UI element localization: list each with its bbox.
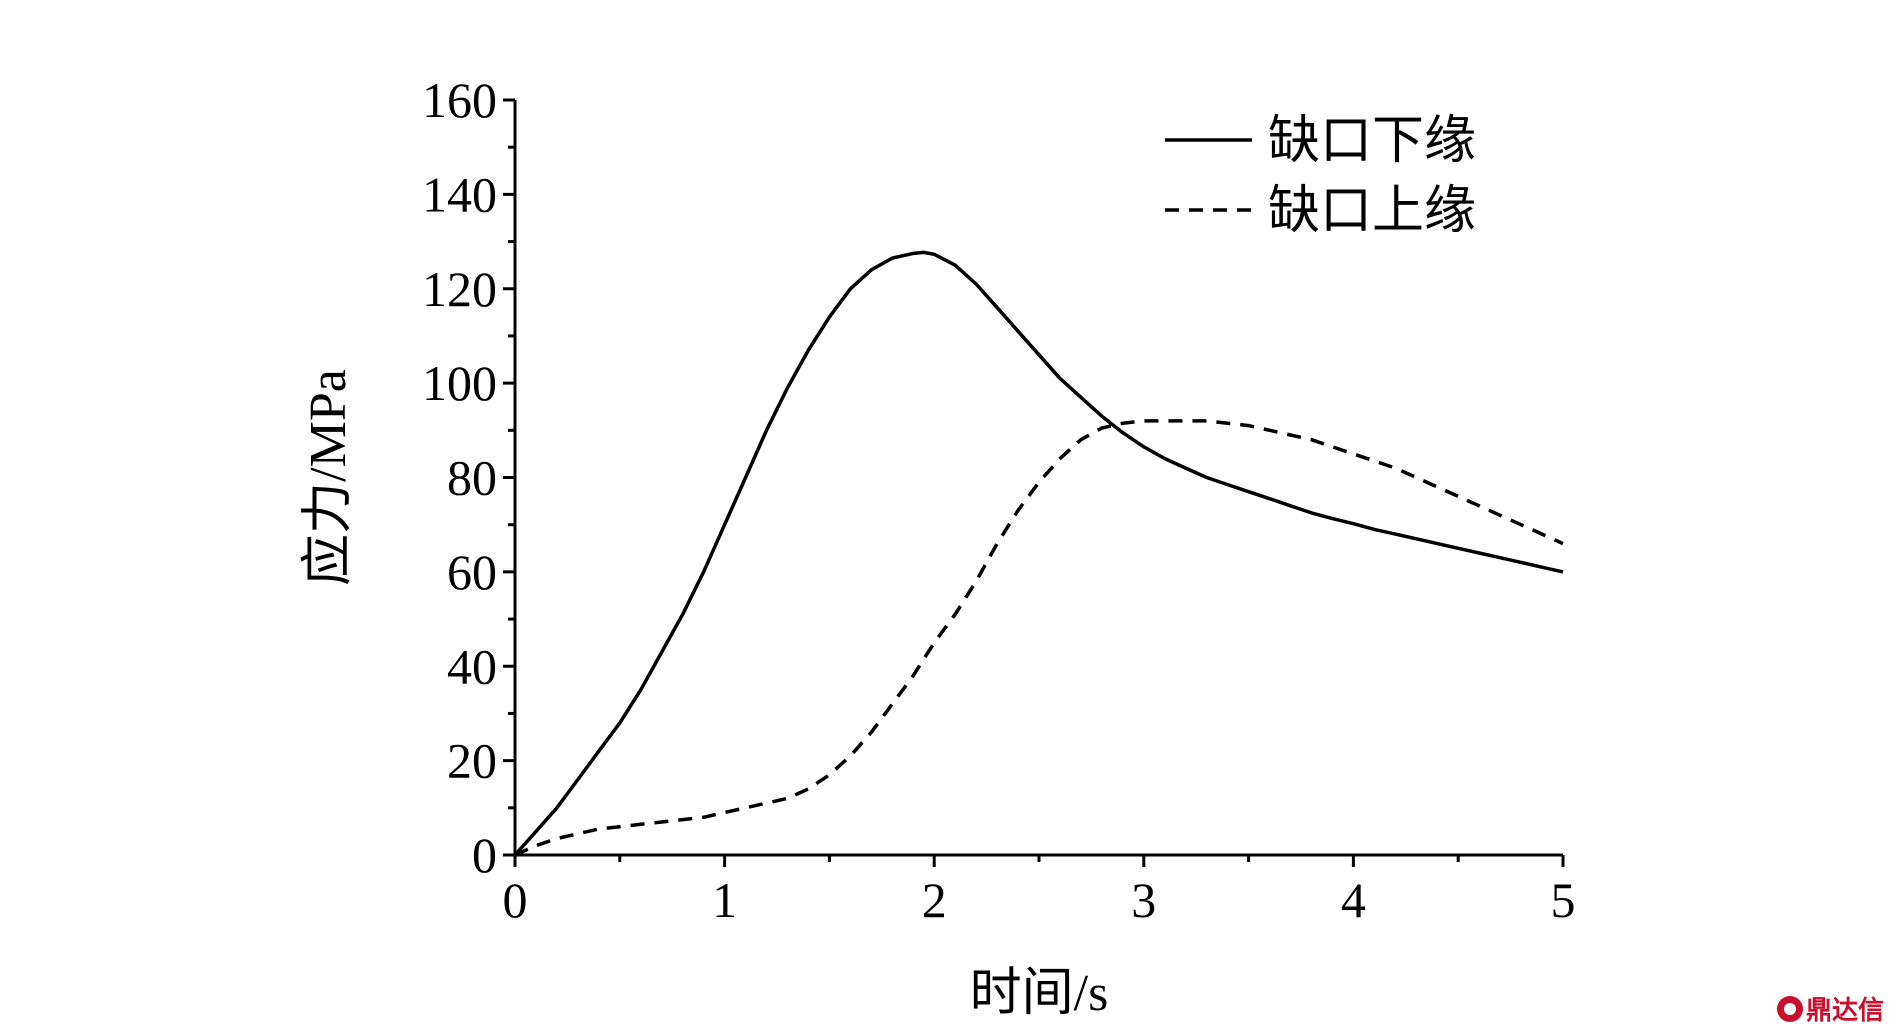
x-tick-label: 4 <box>1341 872 1366 928</box>
plot-lines <box>513 250 1564 857</box>
y-tick-label: 0 <box>472 827 497 883</box>
watermark-logo-icon <box>1776 995 1803 1022</box>
legend: 缺口下缘 缺口上缘 <box>1165 113 1476 240</box>
y-tick-label: 60 <box>447 544 497 600</box>
y-tick-label: 120 <box>422 261 497 317</box>
tick-labels: 0 1 2 3 4 5 0 20 40 60 80 100 120 140 160 <box>422 72 1576 928</box>
legend-label-lower-edge: 缺口下缘 <box>1268 113 1476 170</box>
series-line-lower-edge <box>513 250 1564 857</box>
y-tick-label: 20 <box>447 733 497 789</box>
watermark-text: 鼎达信 <box>1805 996 1884 1026</box>
x-tick-label: 5 <box>1551 872 1576 928</box>
x-tick-label: 1 <box>712 872 737 928</box>
x-tick-label: 3 <box>1131 872 1156 928</box>
series-line-upper-edge <box>514 419 1564 857</box>
watermark: 鼎达信 <box>1776 990 1884 1027</box>
x-axis-title: 时间/s <box>970 965 1109 1022</box>
y-tick-label: 80 <box>447 450 497 506</box>
x-tick-label: 2 <box>922 872 947 928</box>
y-tick-label: 100 <box>422 355 497 411</box>
y-tick-label: 40 <box>447 638 497 694</box>
legend-label-upper-edge: 缺口上缘 <box>1268 183 1476 240</box>
x-tick-label: 0 <box>503 872 528 928</box>
axes <box>503 98 1565 867</box>
y-tick-label: 140 <box>422 166 497 222</box>
y-axis-title: 应力/MPa <box>300 369 357 586</box>
y-tick-label: 160 <box>422 72 497 128</box>
